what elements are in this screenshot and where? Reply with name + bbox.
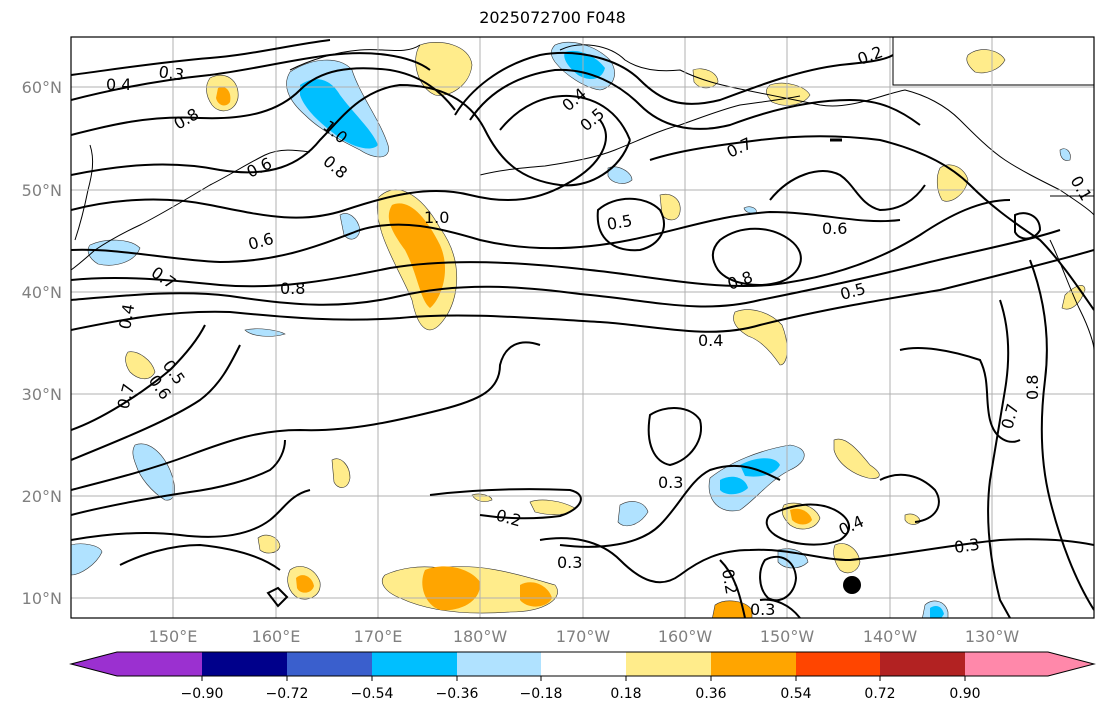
colorbar-segment bbox=[541, 652, 626, 676]
lat-tick-label: 40°N bbox=[22, 283, 62, 302]
lon-tick-label: 130°W bbox=[965, 627, 1020, 646]
lon-tick-label: 180°W bbox=[453, 627, 508, 646]
lat-tick-label: 10°N bbox=[22, 589, 62, 608]
lon-tick-label: 160°W bbox=[658, 627, 713, 646]
contour-label: 0.6 bbox=[822, 219, 847, 238]
colorbar-tick-label: 0.18 bbox=[610, 686, 641, 702]
map-title: 2025072700 F048 bbox=[479, 8, 626, 27]
colorbar-segment bbox=[880, 652, 965, 676]
colorbar-segment bbox=[965, 652, 1048, 676]
contour-label: 0.2 bbox=[718, 567, 741, 595]
colorbar-tick-label: −0.72 bbox=[266, 686, 309, 702]
contour-label: 0.3 bbox=[658, 473, 683, 492]
colorbar-tick-label: −0.90 bbox=[181, 686, 224, 702]
lon-tick-label: 170°W bbox=[556, 627, 611, 646]
colorbar-segment bbox=[117, 652, 202, 676]
colorbar-extend-high bbox=[1048, 652, 1094, 676]
colorbar-tick-label: 0.90 bbox=[949, 686, 980, 702]
storm-position-dot bbox=[843, 576, 861, 594]
lat-tick-label: 50°N bbox=[22, 181, 62, 200]
contour-label: 0.5 bbox=[605, 211, 633, 234]
colorbar-segment bbox=[457, 652, 541, 676]
colorbar-segment bbox=[626, 652, 711, 676]
colorbar-segment bbox=[711, 652, 796, 676]
lon-tick-label: 160°E bbox=[252, 627, 301, 646]
contour-label: 0.8 bbox=[280, 279, 305, 298]
contour-label: 0.3 bbox=[157, 62, 185, 84]
lat-tick-label: 30°N bbox=[22, 385, 62, 404]
lon-tick-label: 150°W bbox=[760, 627, 815, 646]
colorbar-extend-low bbox=[71, 652, 117, 676]
colorbar-tick-label: −0.18 bbox=[520, 686, 563, 702]
lat-axis: 60°N 50°N 40°N 30°N 20°N 10°N bbox=[22, 78, 62, 608]
colorbar-outline bbox=[69, 651, 1096, 677]
colorbar-tick-label: 0.36 bbox=[695, 686, 726, 702]
lat-tick-label: 20°N bbox=[22, 487, 62, 506]
contour-label: 0.3 bbox=[557, 553, 582, 572]
colorbar-segment bbox=[287, 652, 372, 676]
colorbar-segment bbox=[202, 652, 287, 676]
contour-label: 0.4 bbox=[698, 331, 723, 350]
contour-label: 0.4 bbox=[115, 302, 138, 330]
colorbar: −0.90 −0.72 −0.54 −0.36 −0.18 0.18 0.36 … bbox=[69, 651, 1096, 702]
colorbar-tick-label: −0.36 bbox=[436, 686, 479, 702]
map-frame bbox=[70, 36, 1095, 619]
colorbar-segment bbox=[796, 652, 880, 676]
colorbar-tick-label: 0.72 bbox=[864, 686, 895, 702]
contour-label: 0.3 bbox=[750, 600, 775, 619]
colorbar-tick-label: −0.54 bbox=[351, 686, 394, 702]
lon-tick-label: 170°E bbox=[354, 627, 403, 646]
map-plot bbox=[71, 37, 1094, 618]
colorbar-segment bbox=[372, 652, 457, 676]
lon-tick-label: 150°E bbox=[149, 627, 198, 646]
contour-label: 0.3 bbox=[953, 535, 981, 557]
lat-tick-label: 60°N bbox=[22, 78, 62, 97]
contour-lines bbox=[71, 39, 1094, 618]
contour-label: 1.0 bbox=[424, 208, 449, 227]
lon-tick-label: 140°W bbox=[863, 627, 918, 646]
contour-label: 0.4 bbox=[106, 75, 131, 94]
colorbar-tick-label: 0.54 bbox=[780, 686, 811, 702]
contour-label: 0.8 bbox=[1023, 375, 1042, 400]
lon-axis: 150°E 160°E 170°E 180°W 170°W 160°W 150°… bbox=[149, 627, 1020, 646]
